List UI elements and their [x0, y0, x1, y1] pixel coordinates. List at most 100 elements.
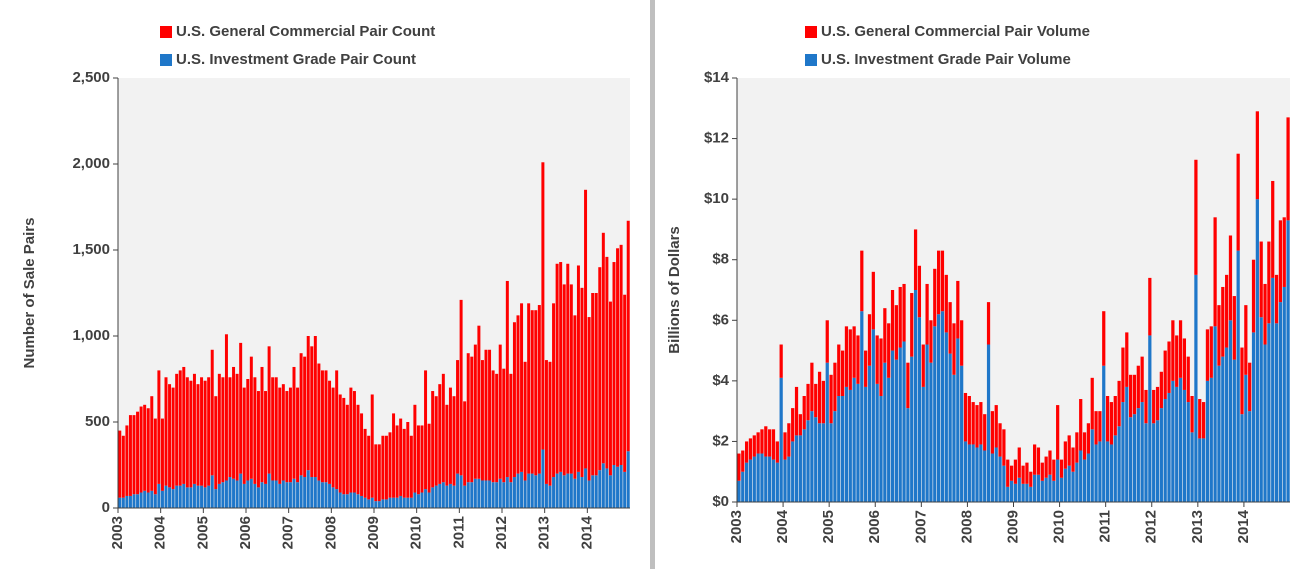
- bar-segment: [128, 495, 132, 508]
- x-tick-label: 2004: [774, 509, 791, 543]
- bar-segment: [185, 487, 189, 508]
- bar-segment: [495, 482, 499, 508]
- bar-segment: [345, 404, 349, 495]
- bar-segment: [1163, 399, 1167, 502]
- bar-segment: [867, 314, 872, 366]
- bar-segment: [748, 459, 753, 502]
- bar-segment: [963, 441, 968, 502]
- bar-segment: [1225, 347, 1229, 502]
- bar-segment: [136, 494, 140, 508]
- bar-segment: [502, 482, 506, 508]
- bar-segment: [794, 435, 799, 502]
- bar-segment: [764, 456, 768, 502]
- bar-segment: [317, 480, 321, 508]
- x-tick-label: 2006: [237, 516, 254, 549]
- bar-segment: [1152, 389, 1156, 424]
- bar-segment: [1136, 365, 1140, 409]
- bar-segment: [741, 450, 745, 472]
- bar-segment: [548, 485, 552, 508]
- bar-segment: [898, 286, 902, 348]
- bar-segment: [420, 425, 424, 493]
- bar-segment: [210, 475, 214, 508]
- bar-segment: [1056, 405, 1060, 460]
- bar-segment: [249, 478, 253, 508]
- bar-segment: [764, 426, 768, 457]
- bar-segment: [1286, 117, 1290, 221]
- bar-segment: [512, 322, 516, 478]
- bar-segment: [806, 420, 810, 502]
- bar-segment: [598, 470, 602, 508]
- bar-segment: [292, 478, 296, 508]
- y-tick-label: $2: [712, 432, 729, 449]
- y-tick-label: 2,500: [72, 69, 110, 86]
- bar-segment: [249, 356, 253, 479]
- bar-segment: [168, 487, 172, 508]
- bar-segment: [1248, 362, 1252, 412]
- bar-segment: [310, 346, 314, 478]
- bar-segment: [569, 284, 573, 474]
- bar-segment: [1040, 462, 1044, 481]
- bar-segment: [416, 494, 420, 508]
- bar-segment: [783, 432, 787, 460]
- bar-segment: [1117, 426, 1121, 502]
- bar-segment: [466, 353, 470, 483]
- bar-segment: [1075, 462, 1079, 502]
- bar-segment: [898, 347, 902, 502]
- bar-segment: [998, 456, 1002, 502]
- bar-segment: [1240, 347, 1244, 415]
- bar-segment: [1159, 371, 1163, 409]
- bar-segment: [516, 473, 520, 508]
- bar-segment: [1182, 389, 1187, 502]
- bar-segment: [1267, 323, 1271, 502]
- bar-segment: [794, 386, 799, 436]
- x-tick-label: 2010: [408, 516, 425, 549]
- bar-segment: [157, 483, 161, 508]
- bar-segment: [1263, 344, 1267, 502]
- bar-segment: [374, 444, 378, 502]
- bar-segment: [388, 497, 392, 508]
- bar-segment: [1159, 408, 1163, 502]
- bar-segment: [1059, 477, 1064, 502]
- bar-segment: [185, 377, 189, 488]
- y-tick-label: $12: [704, 130, 729, 147]
- bar-segment: [971, 402, 975, 445]
- bar-segment: [902, 341, 906, 502]
- bar-segment: [342, 494, 346, 508]
- legend-swatch: [805, 54, 817, 66]
- bar-segment: [320, 370, 324, 483]
- bar-segment: [783, 459, 787, 502]
- bar-segment: [1102, 311, 1106, 366]
- bar-segment: [1094, 444, 1098, 502]
- bar-segment: [1129, 417, 1133, 502]
- bar-segment: [153, 494, 157, 508]
- bar-segment: [1082, 459, 1087, 502]
- bar-segment: [427, 492, 431, 508]
- bar-segment: [445, 404, 449, 486]
- bar-segment: [271, 480, 275, 508]
- y-tick-label: $4: [712, 372, 729, 389]
- bar-segment: [459, 475, 463, 508]
- bar-segment: [527, 473, 531, 508]
- bar-segment: [1213, 217, 1217, 327]
- bar-segment: [239, 473, 243, 508]
- bar-segment: [1067, 465, 1071, 502]
- bar-segment: [491, 482, 495, 508]
- bar-segment: [910, 356, 914, 502]
- bar-segment: [288, 482, 292, 508]
- bar-segment: [281, 384, 285, 481]
- bar-segment: [374, 501, 378, 508]
- bar-segment: [1186, 402, 1190, 502]
- bar-segment: [150, 396, 154, 491]
- bar-segment: [377, 444, 381, 502]
- bar-segment: [1228, 320, 1233, 502]
- bar-segment: [979, 444, 983, 502]
- bar-segment: [356, 404, 360, 495]
- bar-segment: [349, 492, 353, 508]
- bar-segment: [246, 379, 250, 481]
- bar-segment: [296, 387, 300, 483]
- bar-segment: [933, 268, 937, 327]
- bar-segment: [392, 497, 396, 508]
- bar-segment: [1205, 329, 1210, 381]
- bar-segment: [427, 423, 431, 493]
- bar-segment: [431, 391, 435, 488]
